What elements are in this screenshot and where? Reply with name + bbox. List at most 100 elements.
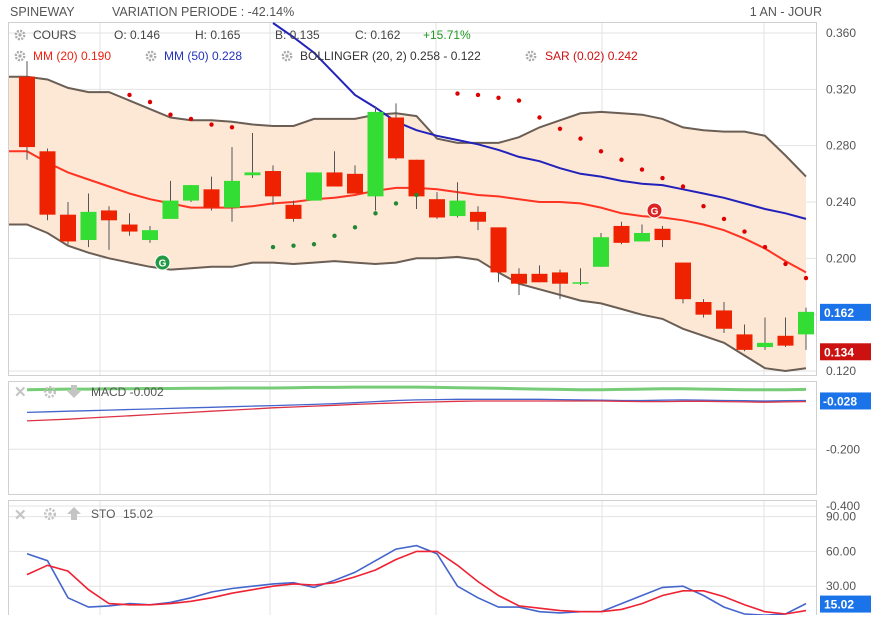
candle-body (654, 228, 671, 241)
candle-body (490, 227, 507, 273)
bollinger-band-area (9, 76, 806, 371)
macd-down-arrow-icon[interactable] (67, 385, 81, 398)
mm50-line (272, 22, 807, 220)
candle-body (244, 172, 261, 176)
symbol-title: SPINEWAY (10, 5, 75, 19)
sto-panel-frame (8, 500, 817, 618)
candle-body (572, 282, 589, 284)
sto-d-line (26, 550, 807, 615)
candle-body (142, 230, 158, 241)
mm50-gear-icon[interactable] (145, 50, 157, 62)
sar-dot (803, 275, 809, 281)
y-axis-labels: 0.360 0.320 0.280 0.240 0.200 0.120 0.162 0.134… (820, 26, 871, 618)
macd-y-tick: -0.400 (826, 499, 860, 513)
legend-close: C: 0.162 (355, 28, 401, 42)
candle-body (285, 204, 302, 219)
candle-body (367, 111, 384, 197)
candle-body (634, 232, 650, 242)
sar-dot (721, 216, 727, 222)
sar-dot (660, 175, 665, 181)
candle-body (593, 237, 609, 267)
sar-last-label: 0.134 (824, 345, 854, 359)
sar-dot (619, 157, 624, 162)
candle-body (306, 172, 322, 201)
sto-y-tick: 30.00 (826, 579, 856, 593)
sar-dot (475, 92, 481, 98)
candle-body (347, 173, 363, 194)
legend-sar: SAR (0.02) 0.242 (545, 49, 638, 63)
sar-last-label-box (820, 343, 871, 361)
candle-body (470, 211, 486, 222)
candle-body (449, 200, 466, 217)
sar-dot (680, 184, 686, 189)
candlesticks (19, 61, 814, 352)
sar-dot (352, 225, 358, 230)
candle-body (716, 310, 732, 329)
sar-dots (127, 91, 809, 281)
legend-macd: MACD -0.002 (91, 385, 164, 399)
candle-body (60, 214, 76, 242)
signal-marker (154, 254, 171, 271)
sto-up-arrow-icon[interactable] (67, 507, 81, 520)
legend-sto-value: 15.02 (123, 507, 153, 521)
last-price-label: 0.162 (824, 306, 854, 320)
candle-body (121, 224, 138, 232)
moving-averages (9, 22, 807, 274)
sar-dot (147, 99, 153, 105)
sar-dot (127, 92, 132, 98)
sar-dot (639, 167, 645, 172)
candle-body (429, 199, 445, 218)
sto-close-icon[interactable]: ✕ (14, 507, 27, 524)
bollinger-lower-line (9, 223, 807, 373)
signal-label: G (651, 206, 659, 217)
macd-close-icon[interactable]: ✕ (14, 384, 27, 401)
sar-dot (188, 116, 194, 122)
sar-dot (229, 125, 235, 130)
macd-last-label: -0.028 (823, 394, 857, 408)
sar-dot (557, 126, 563, 131)
price-y-tick: 0.320 (826, 82, 856, 96)
macd-histogram-line (26, 385, 807, 392)
sar-gear-icon[interactable] (525, 50, 537, 62)
sar-dot (783, 261, 788, 267)
macd-line (26, 398, 807, 414)
price-y-tick: 0.280 (826, 139, 856, 153)
candle-body (265, 171, 281, 197)
candle-body (613, 225, 630, 243)
sar-dot (455, 91, 460, 96)
period-selector[interactable]: 1 AN - JOUR (750, 5, 822, 19)
bollinger-upper-line (9, 75, 807, 178)
legend-change: +15.71% (423, 28, 471, 42)
sar-dot (291, 243, 296, 248)
signal-label: G (159, 259, 167, 270)
sar-dot (332, 233, 337, 238)
mm20-gear-icon[interactable] (14, 50, 26, 62)
sar-dot (701, 204, 706, 209)
price-y-tick: 0.120 (826, 364, 856, 378)
candle-body (101, 210, 117, 221)
cours-gear-icon[interactable] (14, 29, 26, 41)
price-y-tick: 0.200 (826, 251, 856, 265)
bollinger-gear-icon[interactable] (281, 50, 293, 62)
signal-markers: GG (154, 202, 663, 271)
sar-dot (270, 244, 276, 250)
mm20-line (9, 150, 807, 274)
signal-marker (646, 202, 663, 219)
variation-text: VARIATION PERIODE : -42.14% (112, 5, 294, 19)
sar-dot (168, 112, 173, 117)
sto-last-label: 15.02 (824, 598, 854, 612)
macd-gear-icon[interactable] (43, 385, 57, 399)
candle-body (388, 117, 404, 159)
sar-dot (598, 149, 604, 154)
candle-body (326, 172, 343, 187)
sto-last-label-box (820, 595, 871, 613)
candle-body (80, 211, 97, 241)
sar-dot (537, 115, 542, 120)
sto-gear-icon[interactable] (43, 507, 57, 521)
candle-body (736, 334, 753, 350)
candle-body (695, 301, 712, 315)
sar-dot (414, 192, 419, 198)
legend-mm50: MM (50) 0.228 (164, 49, 242, 63)
candle-body (552, 272, 568, 284)
